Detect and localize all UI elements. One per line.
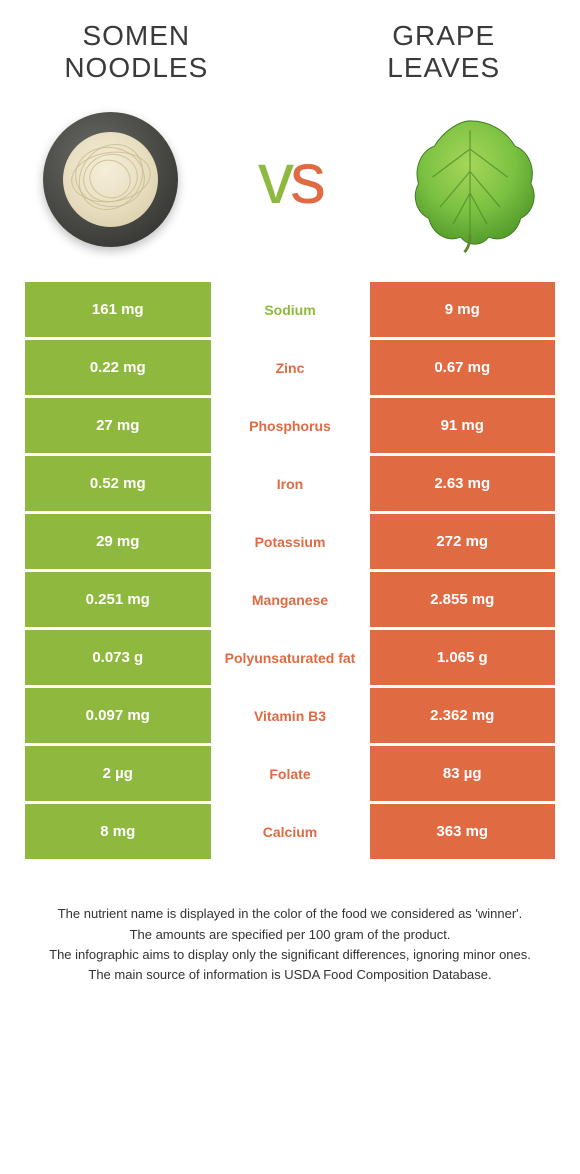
nutrient-row: 2 µgFolate83 µg xyxy=(25,746,555,801)
nutrient-row: 27 mgPhosphorus91 mg xyxy=(25,398,555,453)
footnote-line: The amounts are specified per 100 gram o… xyxy=(40,925,540,945)
grape-leaf-icon xyxy=(395,99,545,259)
nutrient-label: Vitamin B3 xyxy=(211,688,370,743)
nutrient-label: Folate xyxy=(211,746,370,801)
left-value: 0.097 mg xyxy=(25,688,211,743)
left-value: 8 mg xyxy=(25,804,211,859)
right-value: 1.065 g xyxy=(370,630,556,685)
left-food-title: Somen noodles xyxy=(25,20,248,84)
right-value: 91 mg xyxy=(370,398,556,453)
nutrient-row: 0.251 mgManganese2.855 mg xyxy=(25,572,555,627)
nutrient-label: Potassium xyxy=(211,514,370,569)
right-value: 0.67 mg xyxy=(370,340,556,395)
right-food-image xyxy=(395,104,545,254)
nutrient-label: Phosphorus xyxy=(211,398,370,453)
right-value: 2.362 mg xyxy=(370,688,556,743)
noodle-bowl-icon xyxy=(43,112,178,247)
footnote-line: The infographic aims to display only the… xyxy=(40,945,540,965)
left-value: 0.073 g xyxy=(25,630,211,685)
nutrient-row: 161 mgSodium9 mg xyxy=(25,282,555,337)
infographic: Somen noodles Grape leaves vs xyxy=(0,0,580,1005)
right-value: 9 mg xyxy=(370,282,556,337)
vs-letter-s: s xyxy=(290,139,322,219)
nutrient-label: Manganese xyxy=(211,572,370,627)
right-value: 363 mg xyxy=(370,804,556,859)
nutrient-label: Iron xyxy=(211,456,370,511)
nutrient-table: 161 mgSodium9 mg0.22 mgZinc0.67 mg27 mgP… xyxy=(25,282,555,859)
nutrient-row: 8 mgCalcium363 mg xyxy=(25,804,555,859)
right-value: 83 µg xyxy=(370,746,556,801)
nutrient-row: 29 mgPotassium272 mg xyxy=(25,514,555,569)
left-value: 27 mg xyxy=(25,398,211,453)
nutrient-label: Calcium xyxy=(211,804,370,859)
hero-row: vs xyxy=(25,104,555,254)
nutrient-label: Polyunsaturated fat xyxy=(211,630,370,685)
right-value: 272 mg xyxy=(370,514,556,569)
left-value: 2 µg xyxy=(25,746,211,801)
left-value: 29 mg xyxy=(25,514,211,569)
right-food-title: Grape leaves xyxy=(332,20,555,84)
nutrient-label: Zinc xyxy=(211,340,370,395)
title-row: Somen noodles Grape leaves xyxy=(25,20,555,84)
footnote-line: The main source of information is USDA F… xyxy=(40,965,540,985)
left-value: 161 mg xyxy=(25,282,211,337)
left-food-image xyxy=(35,104,185,254)
vs-letter-v: v xyxy=(258,139,290,219)
nutrient-row: 0.097 mgVitamin B32.362 mg xyxy=(25,688,555,743)
nutrient-row: 0.22 mgZinc0.67 mg xyxy=(25,340,555,395)
vs-label: vs xyxy=(258,138,322,220)
footnotes: The nutrient name is displayed in the co… xyxy=(25,904,555,985)
right-value: 2.63 mg xyxy=(370,456,556,511)
footnote-line: The nutrient name is displayed in the co… xyxy=(40,904,540,924)
left-value: 0.22 mg xyxy=(25,340,211,395)
left-value: 0.52 mg xyxy=(25,456,211,511)
nutrient-label: Sodium xyxy=(211,282,370,337)
left-value: 0.251 mg xyxy=(25,572,211,627)
nutrient-row: 0.52 mgIron2.63 mg xyxy=(25,456,555,511)
nutrient-row: 0.073 gPolyunsaturated fat1.065 g xyxy=(25,630,555,685)
right-value: 2.855 mg xyxy=(370,572,556,627)
